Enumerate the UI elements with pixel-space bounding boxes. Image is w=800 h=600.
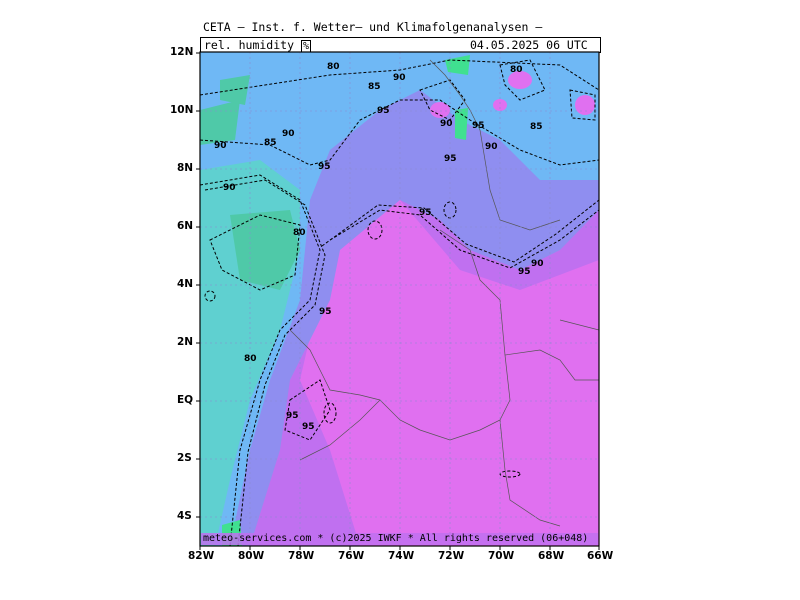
humidity-100-zone	[300, 200, 599, 546]
contour-label: 95	[419, 208, 432, 218]
lon-tick-label: 78W	[288, 550, 315, 562]
contour-label: 95	[518, 267, 531, 277]
contour-label: 95	[472, 121, 485, 131]
contour-label: 90	[485, 142, 498, 152]
lat-tick-label: 4S	[177, 510, 192, 522]
lat-tick-label: EQ	[177, 394, 194, 406]
axis-ticks	[196, 52, 600, 550]
lon-tick-label: 70W	[488, 550, 515, 562]
grid-lines	[200, 52, 599, 546]
contour-label: 90	[223, 183, 236, 193]
copyright-footer: meteo-services.com * (c)2025 IWKF * All …	[203, 533, 589, 544]
contour-label: 80	[327, 62, 340, 72]
contour-label: 90	[214, 141, 227, 151]
humidity-100-patch	[493, 99, 507, 111]
humidity-100-patch	[430, 102, 450, 118]
unit-box: %	[300, 40, 311, 53]
lat-tick-label: 10N	[170, 104, 194, 116]
contour-lines	[200, 59, 599, 546]
contour-label: 95	[377, 106, 390, 116]
lon-tick-label: 66W	[587, 550, 614, 562]
contour-label: 90	[531, 259, 544, 269]
humidity-75-zone	[230, 210, 300, 290]
contour-label: 85	[368, 82, 381, 92]
contour-label: 90	[282, 129, 295, 139]
contour-label: 80	[293, 228, 306, 238]
contour-label: 90	[393, 73, 406, 83]
contour-label: 95	[286, 411, 299, 421]
map-title: CETA — Inst. f. Wetter— und Klimafolgena…	[203, 20, 543, 34]
lon-tick-label: 72W	[438, 550, 465, 562]
humidity-100-patch	[575, 95, 595, 115]
contour-label: 95	[319, 307, 332, 317]
contour-labels: 80 85 90 95 80 85 90 95 90 95 85 90 95 9…	[214, 62, 544, 432]
country-borders	[289, 59, 599, 527]
contour-label: 85	[530, 122, 543, 132]
contour-label: 95	[302, 422, 315, 432]
humidity-high-zone	[455, 108, 468, 140]
lat-tick-label: 2S	[177, 452, 192, 464]
lon-tick-label: 74W	[388, 550, 415, 562]
lon-tick-label: 82W	[188, 550, 215, 562]
contour-label: 95	[444, 154, 457, 164]
field-name: rel. humidity	[204, 38, 295, 52]
lon-tick-label: 80W	[238, 550, 265, 562]
valid-datetime: 04.05.2025 06 UTC	[470, 38, 588, 52]
lon-tick-label: 76W	[338, 550, 365, 562]
contour-label: 80	[244, 354, 257, 364]
lat-tick-label: 6N	[177, 220, 194, 232]
lat-tick-label: 2N	[177, 336, 194, 348]
footer-strip	[201, 533, 598, 545]
lon-tick-label: 68W	[538, 550, 565, 562]
contour-label: 95	[318, 162, 331, 172]
humidity-85-zone	[200, 52, 599, 546]
contour-label: 90	[440, 119, 453, 129]
contour-label: 85	[264, 138, 277, 148]
lat-tick-label: 12N	[170, 46, 194, 58]
field-label: rel. humidity %	[204, 38, 311, 53]
lat-tick-label: 8N	[177, 162, 194, 174]
humidity-high-zone	[445, 55, 470, 75]
lat-tick-label: 4N	[177, 278, 194, 290]
contour-label: 80	[510, 65, 523, 75]
humidity-100-patch	[508, 71, 532, 89]
